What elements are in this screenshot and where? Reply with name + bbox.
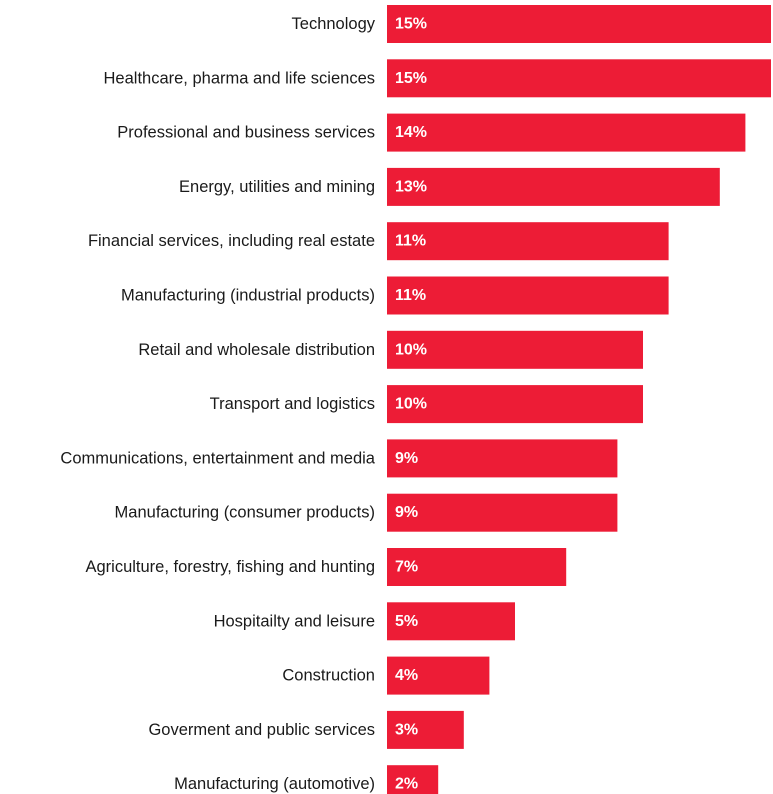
value-label: 14% [395, 124, 427, 141]
bar [387, 765, 439, 794]
bar [387, 548, 567, 586]
value-label: 9% [395, 504, 418, 521]
bar [387, 385, 643, 424]
bar-row: Financial services, including real estat… [88, 222, 669, 261]
value-label: 3% [395, 721, 418, 738]
bar [387, 602, 515, 641]
category-label: Healthcare, pharma and life sciences [104, 69, 375, 87]
value-label: 13% [395, 178, 427, 195]
category-label: Technology [292, 15, 376, 33]
category-label: Manufacturing (consumer products) [115, 504, 375, 522]
bar [387, 5, 771, 43]
value-label: 15% [395, 16, 427, 33]
category-label: Goverment and public services [148, 721, 375, 739]
bar-row: Construction 4% [282, 656, 490, 695]
bar [387, 439, 618, 478]
bar-row: Communications, entertainment and media 9… [60, 439, 618, 478]
bar-row: Agriculture, forestry, fishing and hunti… [85, 548, 567, 586]
bar [387, 276, 669, 315]
value-label: 4% [395, 667, 418, 684]
category-label: Manufacturing (automotive) [174, 775, 375, 793]
bar-row: Goverment and public services 3% [148, 710, 464, 749]
category-label: Agriculture, forestry, fishing and hunti… [85, 558, 375, 576]
value-label: 11% [395, 233, 426, 250]
bar-row: Healthcare, pharma and life sciences 15% [104, 59, 771, 98]
value-label: 7% [395, 559, 418, 576]
category-label: Financial services, including real estat… [88, 232, 375, 250]
bar [387, 167, 720, 206]
value-label: 9% [395, 450, 418, 467]
bar-row: Manufacturing (automotive) 2% [174, 765, 439, 794]
bar-row: Hospitailty and leisure 5% [214, 602, 515, 641]
category-label: Retail and wholesale distribution [138, 341, 375, 359]
bar-row: Retail and wholesale distribution 10% [138, 330, 643, 369]
value-label: 5% [395, 613, 418, 630]
bar-row: Manufacturing (consumer products) 9% [115, 493, 618, 532]
bar-row: Manufacturing (industrial products) 11% [121, 276, 669, 315]
bar [387, 710, 464, 749]
category-label: Construction [282, 667, 375, 685]
value-label: 15% [395, 70, 427, 87]
bar [387, 222, 669, 261]
value-label: 11% [395, 287, 426, 304]
bar-row: Energy, utilities and mining 13% [179, 167, 720, 206]
bar-row: Professional and business services 14% [117, 113, 746, 152]
bar-row: Transport and logistics 10% [210, 385, 643, 424]
category-label: Hospitailty and leisure [214, 612, 375, 630]
bar [387, 656, 490, 695]
bar [387, 59, 771, 98]
value-label: 10% [395, 341, 427, 358]
bar [387, 113, 746, 152]
bar [387, 493, 618, 532]
category-label: Transport and logistics [210, 395, 375, 413]
bar-row: Technology 15% [292, 5, 771, 43]
value-label: 10% [395, 396, 427, 413]
category-label: Communications, entertainment and media [60, 449, 375, 467]
category-label: Energy, utilities and mining [179, 178, 375, 196]
value-label: 2% [395, 776, 418, 793]
category-label: Manufacturing (industrial products) [121, 287, 375, 305]
bar [387, 330, 643, 369]
category-label: Professional and business services [117, 124, 375, 142]
